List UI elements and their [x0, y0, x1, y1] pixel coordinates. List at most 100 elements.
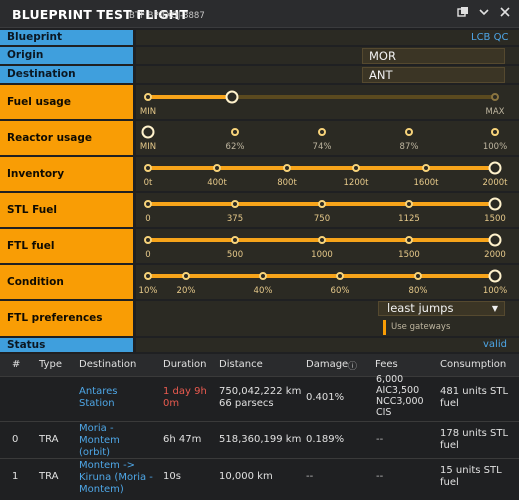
- row-destination[interactable]: Montem -> Kiruna (Moria - Montem): [79, 460, 153, 495]
- condition-tick[interactable]: [144, 272, 152, 280]
- condition-tick[interactable]: [414, 272, 422, 280]
- summary-duration: 1 day 9h 0m: [163, 386, 207, 409]
- inventory-tick[interactable]: [352, 164, 360, 172]
- reactor-usage-tick-label: 74%: [312, 142, 332, 152]
- reactor-usage-tick-label: 100%: [482, 142, 508, 152]
- condition-handle[interactable]: [488, 269, 502, 283]
- fuel-usage-track[interactable]: [148, 95, 495, 99]
- condition-tick-label: 80%: [408, 286, 428, 296]
- row-duration: 6h 47m: [163, 434, 202, 445]
- reactor-usage-tick[interactable]: [231, 128, 239, 136]
- column-header-duration: Duration: [163, 359, 207, 370]
- close-icon[interactable]: [498, 6, 512, 20]
- blueprint-label: Blueprint: [0, 30, 133, 45]
- row-consumption: 178 units STL fuel: [440, 428, 509, 451]
- column-header-consumption: Consumption: [440, 359, 507, 370]
- row-number: 1: [12, 471, 19, 482]
- fuel-usage-handle[interactable]: [225, 90, 239, 104]
- condition-tick-label: 10%: [138, 286, 158, 296]
- stl-fuel-label: STL Fuel: [0, 193, 133, 227]
- popout-icon[interactable]: [456, 6, 470, 20]
- stl-fuel-tick-label: 0: [145, 214, 151, 224]
- fuel-usage-min-tick: [144, 93, 152, 101]
- status-row: [136, 338, 519, 352]
- stl-fuel-tick[interactable]: [318, 200, 326, 208]
- column-header-destination: Destination: [79, 359, 137, 370]
- destination-input[interactable]: ANT: [362, 67, 505, 83]
- stl-fuel-tick[interactable]: [231, 200, 239, 208]
- ftl-fuel-tick[interactable]: [144, 236, 152, 244]
- inventory-tick[interactable]: [283, 164, 291, 172]
- ftl-preferences-select[interactable]: least jumps ▼: [378, 301, 505, 316]
- reactor-usage-tick[interactable]: [318, 128, 326, 136]
- chevron-down-icon: ▼: [491, 304, 498, 313]
- row-consumption: 15 units STL fuel: [440, 465, 502, 488]
- ftl-fuel-tick[interactable]: [231, 236, 239, 244]
- fuel-usage-label: Fuel usage: [0, 85, 133, 119]
- chevron-down-icon[interactable]: [477, 6, 491, 20]
- table-row[interactable]: 1 TRA Montem -> Kiruna (Moria - Montem) 10…: [0, 458, 519, 500]
- inventory-tick-label: 800t: [277, 178, 297, 188]
- condition-tick[interactable]: [259, 272, 267, 280]
- ftl-fuel-row: [136, 229, 519, 263]
- inventory-tick[interactable]: [144, 164, 152, 172]
- table-row[interactable]: 0 TRA Moria - Montem (orbit) 6h 47m 518,36…: [0, 421, 519, 458]
- reactor-usage-tick[interactable]: [405, 128, 413, 136]
- condition-track[interactable]: [148, 274, 495, 278]
- condition-tick[interactable]: [336, 272, 344, 280]
- summary-fees: 6,000 AIC3,500 NCC3,000 CIS: [376, 374, 424, 418]
- reactor-usage-handle[interactable]: [141, 125, 155, 139]
- inventory-row: [136, 157, 519, 191]
- condition-tick-label: 100%: [482, 286, 508, 296]
- ftl-fuel-tick-label: 1000: [311, 250, 333, 260]
- stl-fuel-tick-label: 1500: [484, 214, 506, 224]
- row-fees: --: [376, 471, 384, 482]
- use-gateways-label[interactable]: Use gateways: [391, 322, 451, 332]
- ftl-preferences-selected: least jumps: [387, 301, 454, 315]
- reactor-usage-tick[interactable]: [491, 128, 499, 136]
- row-duration: 10s: [163, 471, 181, 482]
- row-fees: --: [376, 434, 384, 445]
- ftl-fuel-tick[interactable]: [405, 236, 413, 244]
- ftl-fuel-handle[interactable]: [488, 233, 502, 247]
- row-type: TRA: [39, 471, 59, 482]
- inventory-tick[interactable]: [422, 164, 430, 172]
- title-bar: BLUEPRINT TEST FLIGHT BTF BP-TXOJ-3887: [0, 0, 519, 28]
- stl-fuel-handle[interactable]: [488, 197, 502, 211]
- column-header-damage: Damage: [306, 359, 349, 370]
- status-value: valid: [483, 339, 507, 350]
- stl-fuel-tick[interactable]: [144, 200, 152, 208]
- row-destination[interactable]: Moria - Montem (orbit): [79, 423, 120, 458]
- fuel-usage-row: [136, 85, 519, 119]
- use-gateways-toggle[interactable]: [383, 320, 386, 335]
- status-label: Status: [0, 338, 133, 352]
- ftl-fuel-tick-label: 0: [145, 250, 151, 260]
- stl-fuel-row: [136, 193, 519, 227]
- window-subtitle: BTF BP-TXOJ-3887: [129, 11, 205, 21]
- table-row-summary: Antares Station 1 day 9h 0m 750,042,222 km…: [0, 374, 519, 421]
- inventory-track[interactable]: [148, 166, 495, 170]
- row-type: TRA: [39, 434, 59, 445]
- inventory-tick[interactable]: [213, 164, 221, 172]
- summary-damage: 0.401%: [306, 392, 345, 403]
- inventory-tick-label: 0t: [143, 178, 153, 188]
- fuel-usage-min-label: MIN: [139, 107, 157, 117]
- info-icon[interactable]: ⓘ: [348, 362, 358, 372]
- condition-tick-label: 60%: [330, 286, 350, 296]
- window-title: BLUEPRINT TEST FLIGHT: [12, 7, 189, 22]
- row-distance: 10,000 km: [219, 471, 273, 482]
- row-number: 0: [12, 434, 19, 445]
- origin-label: Origin: [0, 47, 133, 64]
- origin-input[interactable]: MOR: [362, 48, 505, 64]
- ftl-fuel-tick[interactable]: [318, 236, 326, 244]
- inventory-handle[interactable]: [488, 161, 502, 175]
- blueprint-value[interactable]: LCB QC: [471, 32, 509, 43]
- stl-fuel-tick[interactable]: [405, 200, 413, 208]
- summary-destination[interactable]: Antares Station: [79, 386, 118, 409]
- column-header-distance: Distance: [219, 359, 263, 370]
- ftl-fuel-tick-label: 1500: [398, 250, 420, 260]
- condition-tick-label: 20%: [176, 286, 196, 296]
- summary-consumption: 481 units STL fuel: [440, 386, 509, 409]
- condition-tick[interactable]: [182, 272, 190, 280]
- reactor-usage-row: [136, 121, 519, 155]
